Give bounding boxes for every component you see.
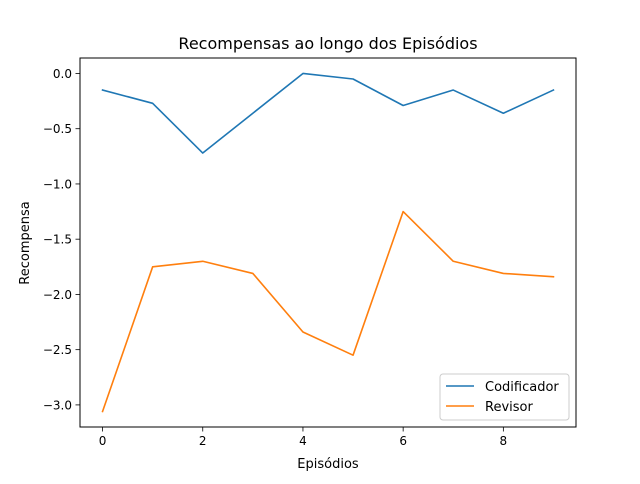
chart-title: Recompensas ao longo dos Episódios	[178, 34, 477, 53]
legend-label-codificador: Codificador	[485, 380, 559, 395]
x-tick-label: 2	[199, 434, 207, 448]
legend: Codificador Revisor	[440, 374, 569, 420]
x-tick-label: 8	[500, 434, 508, 448]
x-tick-label: 4	[299, 434, 307, 448]
y-tick-label: −0.5	[43, 122, 72, 136]
legend-label-revisor: Revisor	[485, 400, 533, 415]
y-axis-label: Recompensa	[18, 201, 33, 284]
y-tick-label: −1.0	[43, 177, 72, 191]
x-axis-label: Episódios	[297, 457, 359, 472]
x-tick-label: 0	[99, 434, 107, 448]
y-tick-label: −3.0	[43, 398, 72, 412]
y-tick-label: −2.5	[43, 343, 72, 357]
y-tick-label: −1.5	[43, 233, 72, 247]
y-tick-label: −2.0	[43, 288, 72, 302]
y-tick-label: 0.0	[53, 67, 72, 81]
x-tick-label: 6	[399, 434, 407, 448]
